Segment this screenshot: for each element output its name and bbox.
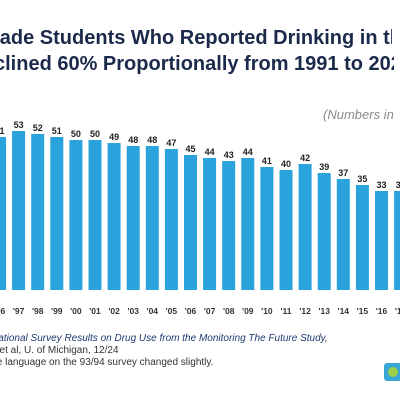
x-tick-label-11: '07 <box>204 306 216 316</box>
bar-value-label-15: 40 <box>281 159 291 169</box>
x-tick-label-19: '15 <box>357 306 369 316</box>
x-tick-label-6: '02 <box>108 306 120 316</box>
bar-value-label-17: 39 <box>319 162 329 172</box>
x-tick-label-2: '98 <box>32 306 44 316</box>
bar-value-label-12: 43 <box>224 150 234 160</box>
x-tick-label-12: '08 <box>223 306 235 316</box>
bar-17 <box>317 173 331 290</box>
units-note: (Numbers in <box>323 107 394 122</box>
x-tick-label-5: '01 <box>89 306 101 316</box>
x-tick-label-14: '10 <box>261 306 273 316</box>
bar-value-label-14: 41 <box>262 156 272 166</box>
bar-11 <box>203 158 217 290</box>
bar-6 <box>107 143 121 290</box>
bar-value-label-8: 48 <box>147 135 157 145</box>
bar-19 <box>355 185 369 290</box>
bar-0 <box>0 137 6 290</box>
bar-value-label-1: 53 <box>14 120 24 130</box>
bar-5 <box>88 140 102 290</box>
bar-value-label-7: 48 <box>128 135 138 145</box>
bar-12 <box>222 161 236 290</box>
bar-4 <box>69 140 83 290</box>
bar-value-label-16: 42 <box>300 153 310 163</box>
bar-20 <box>375 191 388 290</box>
bar-9 <box>164 149 178 290</box>
x-tick-label-16: '12 <box>299 306 311 316</box>
x-tick-label-7: '03 <box>127 306 139 316</box>
bar-value-label-10: 45 <box>185 144 195 154</box>
x-tick-label-15: '11 <box>280 306 291 316</box>
x-tick-label-9: '05 <box>166 306 178 316</box>
x-tick-label-20: '16 <box>376 306 388 316</box>
bar-value-label-18: 37 <box>338 168 348 178</box>
source-line-2: , et al, U. of Michigan, 12/24 <box>0 345 119 356</box>
bar-value-label-11: 44 <box>205 147 215 157</box>
bar-2 <box>31 134 45 290</box>
x-tick-label-17: '13 <box>318 306 330 316</box>
x-tick-label-8: '04 <box>147 306 159 316</box>
source-line-1: Vational Survey Results on Drug Use from… <box>0 333 328 344</box>
x-tick-label-4: '00 <box>70 306 82 316</box>
x-tick-label-0: '96 <box>0 306 6 316</box>
bar-value-label-2: 52 <box>33 123 43 133</box>
bar-8 <box>145 146 159 290</box>
bar-value-label-21: 33 <box>396 180 400 190</box>
bar-value-label-3: 51 <box>52 126 62 136</box>
x-tick-label-13: '09 <box>242 306 254 316</box>
bar-15 <box>279 170 293 290</box>
x-tick-label-1: '97 <box>13 306 25 316</box>
x-tick-label-3: '99 <box>51 306 63 316</box>
chart-title-line-1: rade Students Who Reported Drinking in t… <box>0 27 392 49</box>
bar-18 <box>336 179 350 290</box>
bar-3 <box>50 137 64 290</box>
bar-21 <box>394 191 400 290</box>
bar-value-label-5: 50 <box>90 129 100 139</box>
bar-value-label-6: 49 <box>109 132 119 142</box>
x-tick-label-18: '14 <box>338 306 350 316</box>
bar-7 <box>126 146 140 290</box>
chart-title-line-2: clined 60% Proportionally from 1991 to 2… <box>0 53 394 75</box>
bar-value-label-13: 44 <box>243 147 253 157</box>
bar-13 <box>241 158 255 290</box>
bar-value-label-0: 51 <box>0 126 5 136</box>
bar-value-label-4: 50 <box>71 129 81 139</box>
bar-1 <box>12 131 26 290</box>
bar-14 <box>260 167 274 290</box>
x-tick-label-21: '17 <box>395 306 400 316</box>
organization-logo-icon <box>384 363 400 381</box>
bar-value-label-19: 35 <box>357 174 367 184</box>
bar-value-label-9: 47 <box>166 138 176 148</box>
bar-value-label-20: 33 <box>376 180 386 190</box>
source-line-3: te language on the 93/94 survey changed … <box>0 357 214 368</box>
bar-16 <box>298 164 312 290</box>
x-tick-label-10: '06 <box>185 306 197 316</box>
bar-10 <box>184 155 197 290</box>
